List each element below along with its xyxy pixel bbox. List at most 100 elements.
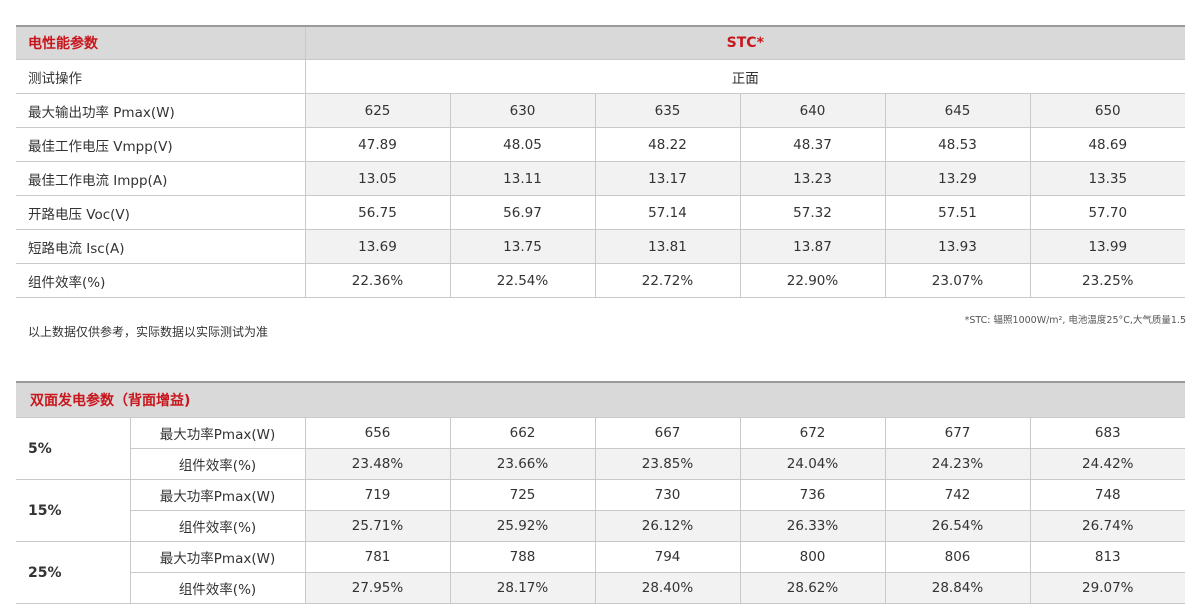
test-condition-value: 正面 bbox=[304, 59, 1186, 94]
cell: 22.54% bbox=[449, 263, 595, 298]
bifacial-params-table: 双面发电参数（背面增益) 5% 最大功率Pmax(W) 656 662 667 … bbox=[16, 381, 1186, 604]
cell: 662 bbox=[449, 417, 595, 449]
cell: 57.32 bbox=[739, 195, 885, 230]
row-label: 开路电压 Voc(V) bbox=[16, 195, 305, 230]
cell: 742 bbox=[884, 479, 1030, 511]
cell: 28.17% bbox=[449, 572, 595, 604]
cell: 24.23% bbox=[884, 448, 1030, 480]
cell: 27.95% bbox=[304, 572, 450, 604]
cell: 667 bbox=[594, 417, 740, 449]
cell: 25.92% bbox=[449, 510, 595, 542]
cell: 24.04% bbox=[739, 448, 885, 480]
cell: 48.69 bbox=[1029, 127, 1186, 162]
row-label: 最大功率Pmax(W) bbox=[129, 541, 305, 573]
cell: 23.25% bbox=[1029, 263, 1186, 298]
cell: 725 bbox=[449, 479, 595, 511]
cell: 48.22 bbox=[594, 127, 740, 162]
row-label: 组件效率(%) bbox=[16, 263, 305, 298]
cell: 730 bbox=[594, 479, 740, 511]
cell: 13.23 bbox=[739, 161, 885, 196]
cell: 677 bbox=[884, 417, 1030, 449]
cell: 28.84% bbox=[884, 572, 1030, 604]
cell: 640 bbox=[739, 93, 885, 128]
row-label: 短路电流 Isc(A) bbox=[16, 229, 305, 264]
cell: 13.93 bbox=[884, 229, 1030, 264]
electrical-params-table: 电性能参数 STC* 测试操作 正面 最大输出功率 Pmax(W) 625 63… bbox=[16, 25, 1186, 298]
row-label: 最佳工作电流 Impp(A) bbox=[16, 161, 305, 196]
cell: 28.40% bbox=[594, 572, 740, 604]
cell: 26.12% bbox=[594, 510, 740, 542]
cell: 630 bbox=[449, 93, 595, 128]
cell: 47.89 bbox=[304, 127, 450, 162]
cell: 25.71% bbox=[304, 510, 450, 542]
table-row: 短路电流 Isc(A) 13.69 13.75 13.81 13.87 13.9… bbox=[16, 229, 1186, 264]
cell: 13.99 bbox=[1029, 229, 1186, 264]
disclaimer-note: 以上数据仅供参考，实际数据以实际测试为准 bbox=[28, 325, 269, 339]
row-label: 组件效率(%) bbox=[129, 448, 305, 480]
cell: 13.81 bbox=[594, 229, 740, 264]
table-row: 最佳工作电压 Vmpp(V) 47.89 48.05 48.22 48.37 4… bbox=[16, 127, 1186, 162]
cell: 13.35 bbox=[1029, 161, 1186, 196]
test-condition-label: 测试操作 bbox=[16, 59, 305, 94]
row-label: 最大功率Pmax(W) bbox=[129, 417, 305, 449]
row-label: 最佳工作电压 Vmpp(V) bbox=[16, 127, 305, 162]
cell: 23.48% bbox=[304, 448, 450, 480]
cell: 13.17 bbox=[594, 161, 740, 196]
table-header-row: 双面发电参数（背面增益) bbox=[16, 382, 1186, 418]
cell: 635 bbox=[594, 93, 740, 128]
cell: 788 bbox=[449, 541, 595, 573]
test-condition-row: 测试操作 正面 bbox=[16, 59, 1186, 94]
cell: 13.69 bbox=[304, 229, 450, 264]
cell: 24.42% bbox=[1029, 448, 1186, 480]
cell: 813 bbox=[1029, 541, 1186, 573]
table-row: 组件效率(%) 27.95% 28.17% 28.40% 28.62% 28.8… bbox=[16, 572, 1186, 604]
gain-label: 15% bbox=[16, 479, 130, 542]
table-row: 组件效率(%) 25.71% 25.92% 26.12% 26.33% 26.5… bbox=[16, 510, 1186, 542]
cell: 794 bbox=[594, 541, 740, 573]
cell: 22.90% bbox=[739, 263, 885, 298]
table-row: 5% 最大功率Pmax(W) 656 662 667 672 677 683 bbox=[16, 417, 1186, 480]
gain-label: 25% bbox=[16, 541, 130, 604]
cell: 650 bbox=[1029, 93, 1186, 128]
cell: 683 bbox=[1029, 417, 1186, 449]
cell: 13.87 bbox=[739, 229, 885, 264]
cell: 23.07% bbox=[884, 263, 1030, 298]
cell: 57.51 bbox=[884, 195, 1030, 230]
cell: 57.70 bbox=[1029, 195, 1186, 230]
table-row: 15% 最大功率Pmax(W) 719 725 730 736 742 748 bbox=[16, 479, 1186, 542]
cell: 13.11 bbox=[449, 161, 595, 196]
cell: 719 bbox=[304, 479, 450, 511]
cell: 645 bbox=[884, 93, 1030, 128]
cell: 672 bbox=[739, 417, 885, 449]
cell: 22.72% bbox=[594, 263, 740, 298]
cell: 26.74% bbox=[1029, 510, 1186, 542]
cell: 23.66% bbox=[449, 448, 595, 480]
cell: 48.37 bbox=[739, 127, 885, 162]
table-row: 组件效率(%) 22.36% 22.54% 22.72% 22.90% 23.0… bbox=[16, 263, 1186, 298]
bifacial-title: 双面发电参数（背面增益) bbox=[16, 382, 1186, 418]
cell: 781 bbox=[304, 541, 450, 573]
cell: 13.05 bbox=[304, 161, 450, 196]
row-label: 最大功率Pmax(W) bbox=[129, 479, 305, 511]
electrical-title: 电性能参数 bbox=[16, 26, 305, 60]
table-row: 25% 最大功率Pmax(W) 781 788 794 800 806 813 bbox=[16, 541, 1186, 604]
cell: 29.07% bbox=[1029, 572, 1186, 604]
cell: 22.36% bbox=[304, 263, 450, 298]
cell: 57.14 bbox=[594, 195, 740, 230]
cell: 806 bbox=[884, 541, 1030, 573]
gain-label: 5% bbox=[16, 417, 130, 480]
cell: 23.85% bbox=[594, 448, 740, 480]
row-label: 最大输出功率 Pmax(W) bbox=[16, 93, 305, 128]
cell: 26.33% bbox=[739, 510, 885, 542]
cell: 748 bbox=[1029, 479, 1186, 511]
row-label: 组件效率(%) bbox=[129, 510, 305, 542]
cell: 28.62% bbox=[739, 572, 885, 604]
cell: 736 bbox=[739, 479, 885, 511]
cell: 13.75 bbox=[449, 229, 595, 264]
table-row: 开路电压 Voc(V) 56.75 56.97 57.14 57.32 57.5… bbox=[16, 195, 1186, 230]
row-label: 组件效率(%) bbox=[129, 572, 305, 604]
cell: 56.97 bbox=[449, 195, 595, 230]
cell: 48.53 bbox=[884, 127, 1030, 162]
table-header-row: 电性能参数 STC* bbox=[16, 26, 1186, 60]
cell: 56.75 bbox=[304, 195, 450, 230]
